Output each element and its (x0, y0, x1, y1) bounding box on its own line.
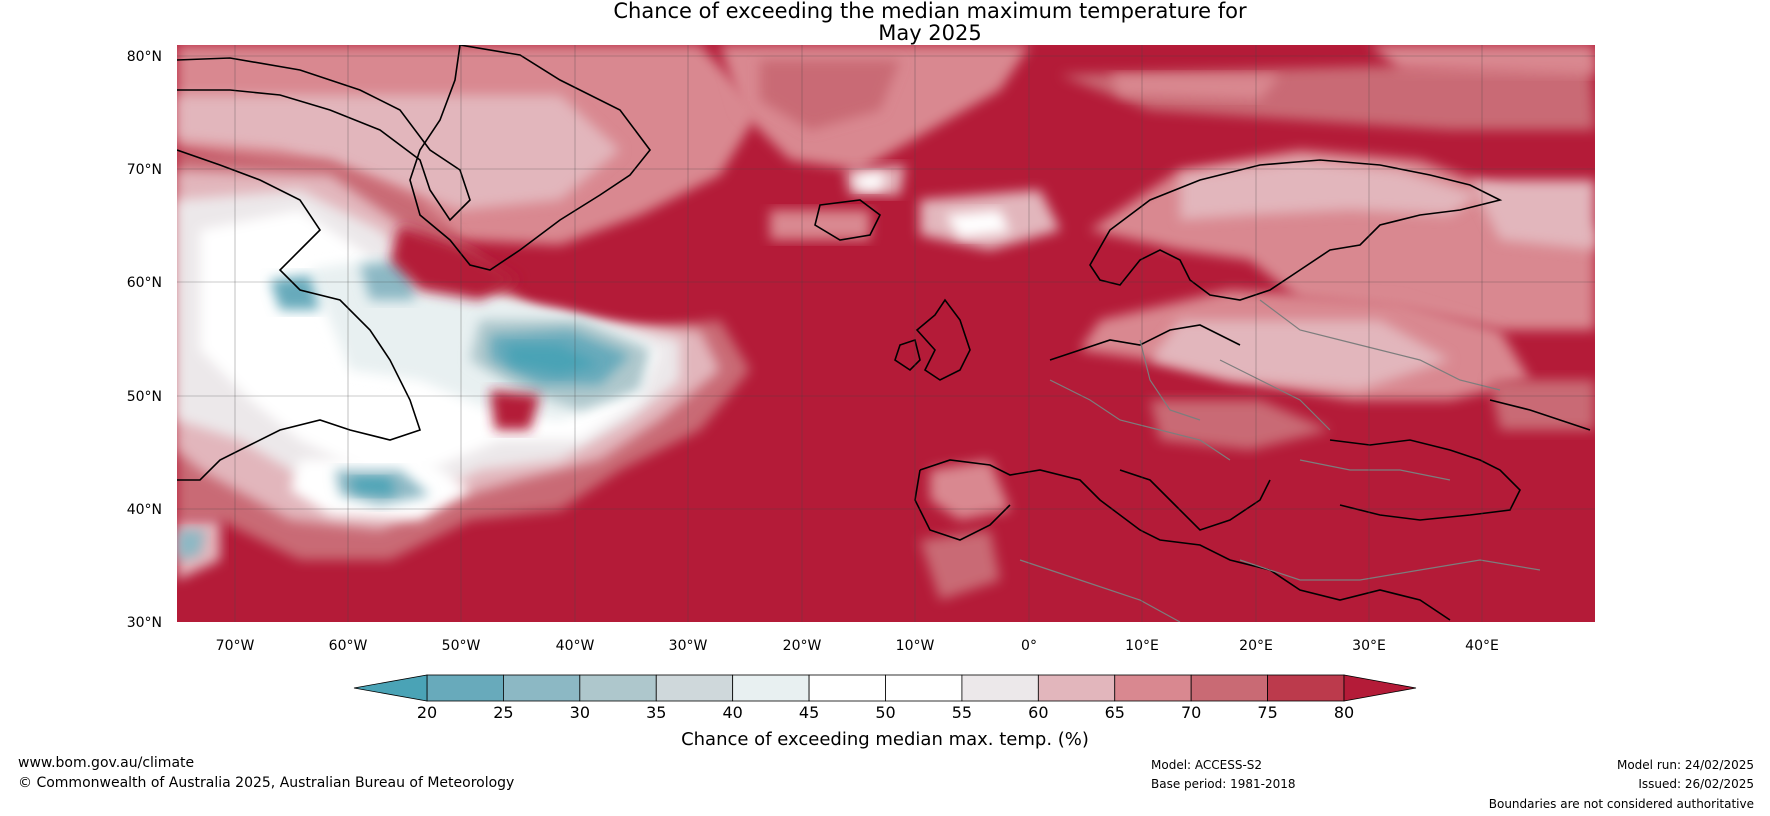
lon-label: 0° (1021, 638, 1037, 654)
model-run-text: Model run: 24/02/2025 (1616, 758, 1754, 772)
chart-title-line1: Chance of exceeding the median maximum t… (613, 0, 1247, 23)
graticule (177, 45, 1595, 622)
colorbar-bin (1114, 674, 1192, 702)
colorbar-ticks: 20 25 30 35 40 45 50 55 60 65 70 75 80 (417, 703, 1354, 722)
lat-label: 50°N (127, 389, 162, 405)
colorbar-tick-label: 70 (1181, 703, 1201, 722)
lat-label: 60°N (127, 275, 162, 291)
disclaimer-text: Boundaries are not considered authoritat… (1488, 797, 1754, 811)
colorbar: 20 25 30 35 40 45 50 55 60 65 70 75 80 Chance of exc… (353, 674, 1417, 750)
colorbar-bin (579, 674, 657, 702)
colorbar-bin (655, 674, 734, 702)
colorbar-bin (961, 674, 1039, 702)
colorbar-bin (1037, 674, 1116, 702)
lon-label: 60°W (329, 638, 368, 654)
coastlines (177, 45, 1591, 621)
colorbar-tick-label: 50 (875, 703, 895, 722)
colorbar-tick-label: 20 (417, 703, 437, 722)
colorbar-tick-label: 45 (799, 703, 819, 722)
colorbar-tick-label: 30 (570, 703, 590, 722)
lon-label: 40°E (1465, 638, 1499, 654)
colorbar-tick-label: 40 (722, 703, 742, 722)
lon-label: 10°E (1125, 638, 1159, 654)
lat-label: 70°N (127, 162, 162, 178)
website-text: www.bom.gov.au/climate (18, 755, 195, 771)
lat-label: 40°N (127, 502, 162, 518)
colorbar-tick-label: 75 (1257, 703, 1277, 722)
lon-label: 20°E (1239, 638, 1273, 654)
issued-text: Issued: 26/02/2025 (1638, 777, 1754, 791)
model-text: Model: ACCESS-S2 (1151, 758, 1263, 772)
lon-label: 50°W (442, 638, 481, 654)
lon-label: 70°W (216, 638, 255, 654)
chart-title-line2: May 2025 (878, 21, 982, 45)
country-borders (1019, 299, 1541, 622)
map-panel (177, 45, 1595, 622)
copyright-text: © Commonwealth of Australia 2025, Austra… (18, 775, 515, 791)
lon-label: 20°W (783, 638, 822, 654)
probability-field (177, 45, 1595, 600)
colorbar-bin (503, 674, 581, 702)
colorbar-bin (808, 674, 886, 702)
colorbar-bins (426, 674, 1345, 702)
colorbar-tick-label: 80 (1334, 703, 1354, 722)
lon-label: 30°W (669, 638, 708, 654)
lon-label: 10°W (896, 638, 935, 654)
lon-label: 40°W (556, 638, 595, 654)
colorbar-bin (1190, 674, 1268, 702)
colorbar-tick-label: 25 (493, 703, 513, 722)
colorbar-label: Chance of exceeding median max. temp. (%… (681, 729, 1089, 750)
base-period-text: Base period: 1981-2018 (1151, 777, 1296, 791)
colorbar-tick-label: 35 (646, 703, 666, 722)
lat-label: 80°N (127, 49, 162, 65)
colorbar-bin (885, 674, 963, 702)
colorbar-bin (1267, 674, 1345, 702)
colorbar-tick-label: 55 (952, 703, 972, 722)
lon-label: 30°E (1352, 638, 1386, 654)
colorbar-bin (732, 674, 810, 702)
colorbar-bin (426, 674, 504, 702)
colorbar-tick-label: 65 (1105, 703, 1125, 722)
colorbar-over-arrow (1343, 674, 1417, 702)
latitude-labels: 80°N 70°N 60°N 50°N 40°N 30°N (127, 49, 162, 631)
chart-title: Chance of exceeding the median maximum t… (0, 0, 1770, 44)
longitude-labels: 70°W 60°W 50°W 40°W 30°W 20°W 10°W 0° 10… (216, 638, 1499, 654)
colorbar-under-arrow (353, 674, 428, 702)
colorbar-tick-label: 60 (1028, 703, 1048, 722)
lat-label: 30°N (127, 615, 162, 631)
